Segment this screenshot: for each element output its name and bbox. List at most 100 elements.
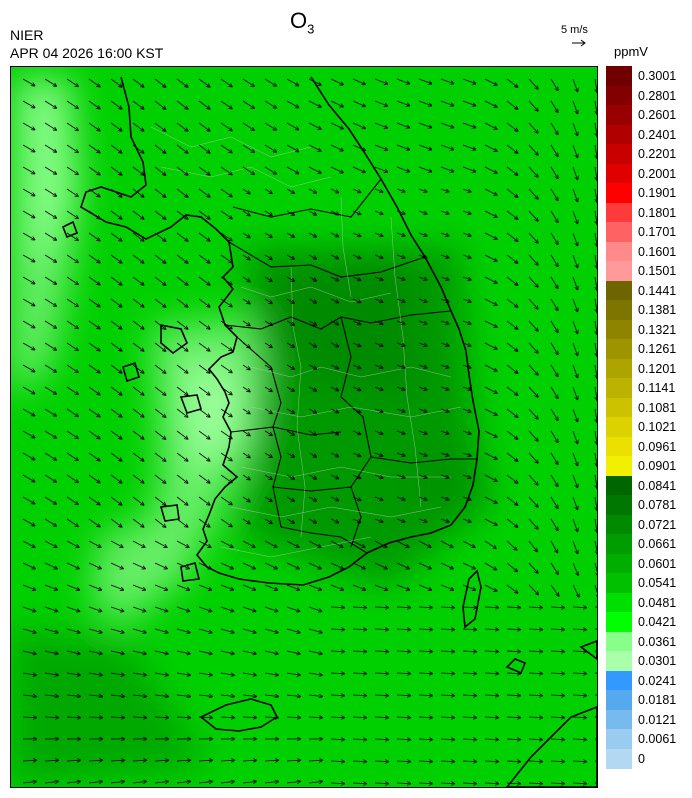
wind-arrow <box>572 166 577 179</box>
wind-arrow <box>242 606 255 611</box>
wind-arrow <box>198 695 212 696</box>
wind-arrow <box>418 783 432 784</box>
wind-arrow <box>242 518 250 523</box>
wind-arrow <box>330 276 338 280</box>
wind-arrow <box>220 584 233 590</box>
wind-arrow <box>44 144 56 152</box>
wind-arrow <box>550 188 558 200</box>
wind-arrow <box>550 122 558 134</box>
wind-arrow <box>352 122 365 128</box>
wind-arrow <box>528 496 538 507</box>
wind-arrow <box>418 254 427 258</box>
wind-arrow <box>484 166 497 173</box>
colorbar-label: 0.2001 <box>638 166 677 181</box>
wind-arrow <box>242 298 250 303</box>
wind-arrow <box>595 122 597 136</box>
wind-arrow <box>66 276 78 284</box>
wind-arrow <box>110 188 122 197</box>
wind-arrow <box>396 342 405 346</box>
wind-arrow <box>242 210 250 215</box>
wind-arrow <box>110 496 122 505</box>
colorbar-label: 0.1441 <box>638 283 677 298</box>
wind-arrow <box>572 584 579 597</box>
wind-arrow <box>440 540 453 547</box>
wind-arrow <box>88 606 101 611</box>
wind-arrow <box>528 166 538 177</box>
wind-arrow <box>132 782 146 784</box>
wind-arrow <box>572 408 577 421</box>
wind-arrow <box>572 474 577 487</box>
wind-arrow <box>396 496 405 500</box>
wind-arrow <box>264 188 272 193</box>
wind-arrow <box>396 562 409 569</box>
wind-arrow <box>110 717 124 718</box>
wind-arrow <box>44 386 56 394</box>
wind-arrow <box>550 386 558 398</box>
wind-arrow <box>66 695 80 696</box>
wind-arrow <box>286 188 294 193</box>
wind-arrow <box>88 496 100 505</box>
wind-arrow <box>242 496 250 501</box>
wind-arrow <box>462 78 475 84</box>
wind-arrow <box>22 210 34 218</box>
wind-arrow <box>462 651 476 652</box>
wind-arrow <box>550 210 558 222</box>
wind-arrow <box>220 386 232 394</box>
wind-arrow <box>396 430 405 434</box>
wind-arrow <box>132 276 143 285</box>
wind-arrow <box>484 298 497 305</box>
wind-arrow <box>462 584 475 590</box>
wind-arrow <box>22 254 34 262</box>
wind-arrow <box>462 783 476 784</box>
wind-arrow <box>286 276 294 281</box>
wind-arrow <box>198 188 210 197</box>
wind-arrow <box>286 210 294 215</box>
wind-arrow <box>176 474 187 483</box>
wind-arrow <box>22 78 34 86</box>
title-subscript: 3 <box>307 21 315 37</box>
wind-arrow <box>44 408 56 416</box>
wind-arrow <box>595 518 597 532</box>
wind-arrow <box>595 188 597 202</box>
wind-arrow <box>88 188 100 197</box>
wind-arrow <box>440 474 449 478</box>
wind-arrow <box>396 78 409 84</box>
wind-arrow <box>66 782 80 784</box>
wind-arrow <box>484 122 497 129</box>
wind-arrow <box>462 122 475 128</box>
wind-arrow <box>440 761 454 762</box>
colorbar-swatch <box>606 339 632 359</box>
wind-arrow <box>595 320 597 334</box>
wind-arrow <box>352 386 360 390</box>
wind-arrow <box>352 496 360 500</box>
wind-arrow <box>198 540 211 547</box>
colorbar-swatch <box>606 163 632 184</box>
wind-arrow <box>330 166 343 173</box>
wind-arrow <box>88 386 100 395</box>
wind-arrow <box>528 562 538 573</box>
wind-arrow <box>572 320 577 333</box>
wind-arrow <box>484 320 497 327</box>
wind-arrow <box>595 210 597 224</box>
wind-arrow <box>110 166 122 175</box>
wind-arrow <box>198 100 210 109</box>
wind-arrow <box>66 408 78 416</box>
wind-arrow <box>44 650 58 654</box>
colorbar: 0.3001 0.2801 0.2601 0.2401 0.2201 0.2001 0.19… <box>606 66 676 769</box>
wind-arrow <box>220 540 233 547</box>
wind-arrow <box>286 518 294 523</box>
wind-arrow <box>594 540 597 554</box>
wind-arrow <box>220 518 232 526</box>
wind-arrow <box>308 188 316 193</box>
wind-arrow <box>330 210 338 214</box>
wind-arrow <box>88 298 100 307</box>
wind-arrow <box>198 606 211 611</box>
wind-arrow <box>88 276 100 285</box>
wind-arrow <box>572 298 577 311</box>
wind-arrow <box>506 320 517 329</box>
wind-arrow <box>286 364 294 369</box>
wind-arrow <box>572 122 577 135</box>
wind-arrow <box>572 717 586 718</box>
wind-arrow <box>198 254 210 263</box>
wind-arrow <box>44 122 56 130</box>
